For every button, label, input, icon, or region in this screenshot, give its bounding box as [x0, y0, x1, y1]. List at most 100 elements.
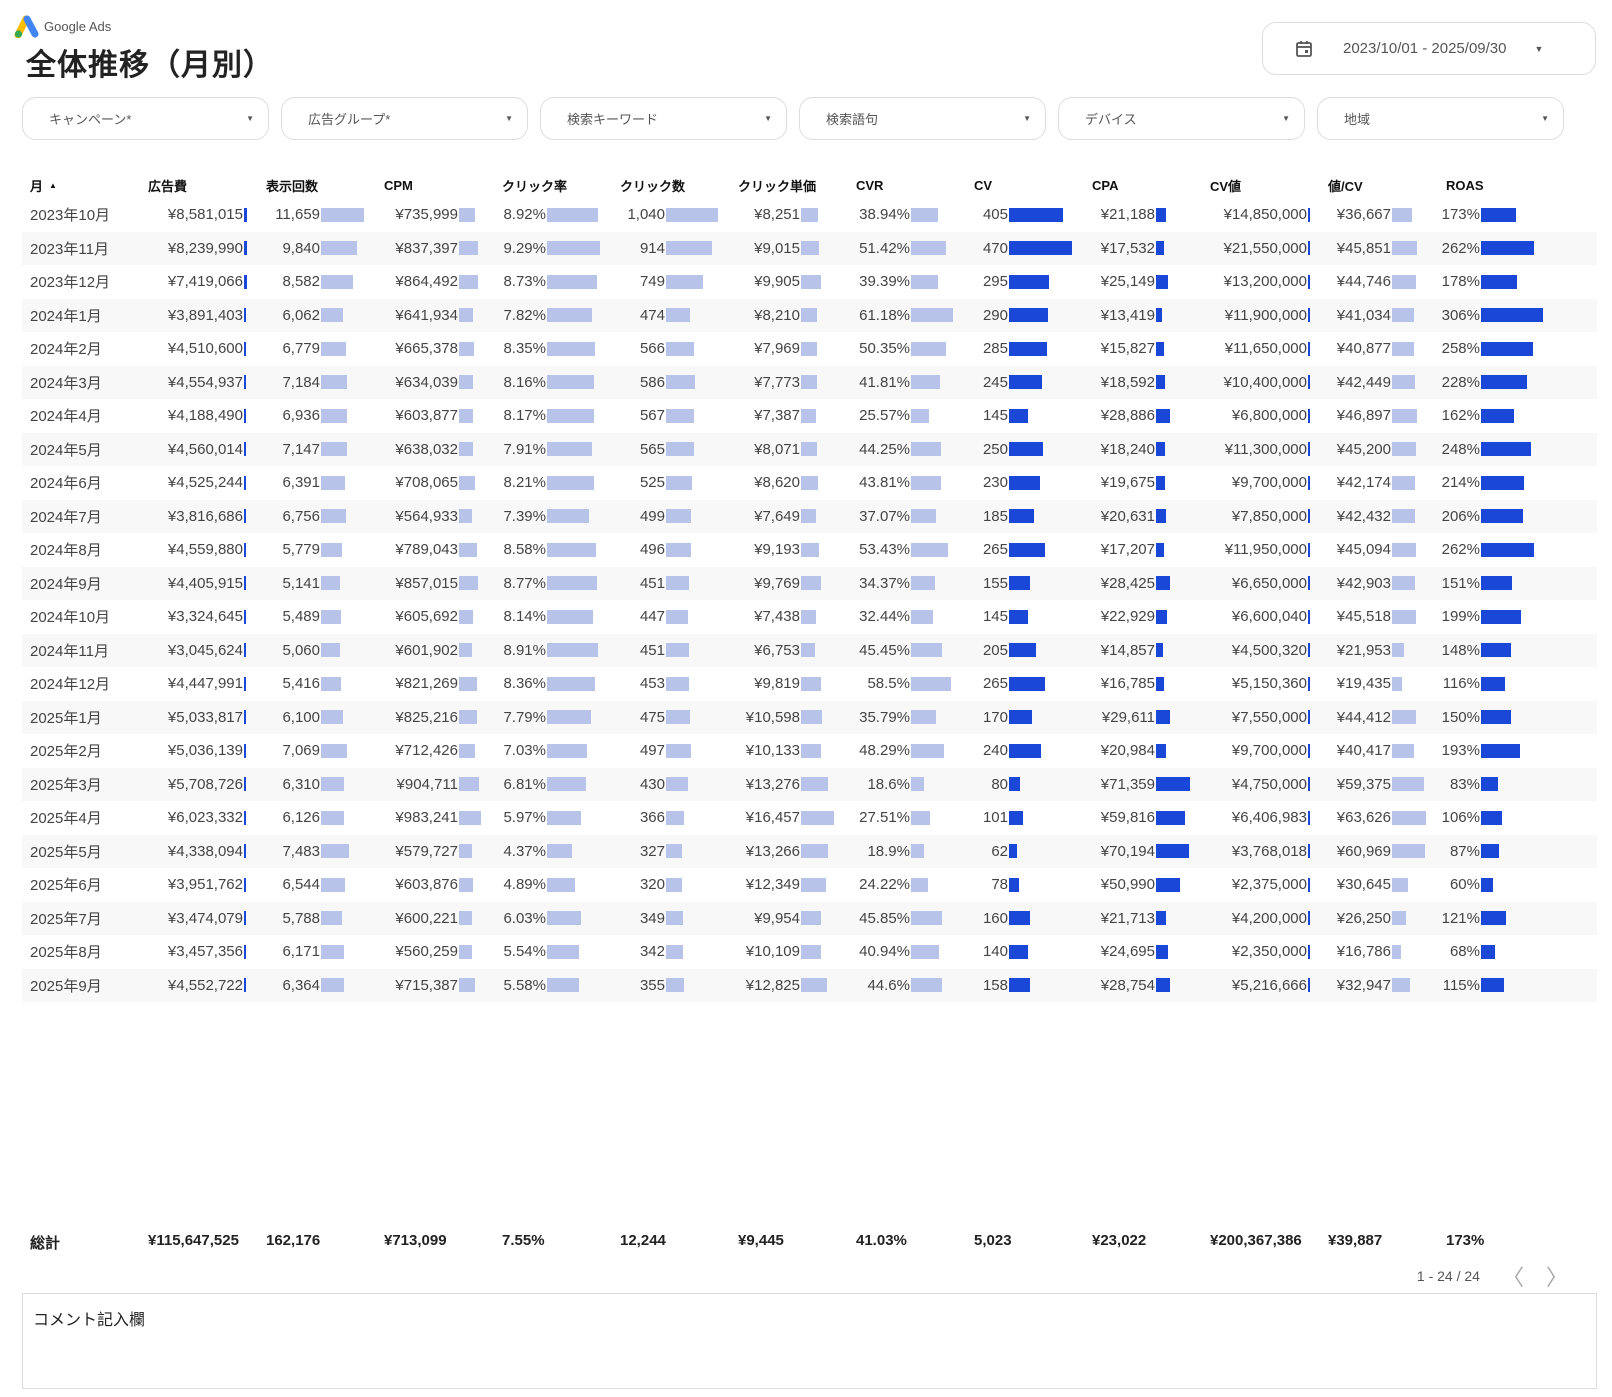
column-header[interactable]: CV値 — [1202, 172, 1320, 198]
filter-dropdown[interactable]: デバイス ▼ — [1058, 97, 1305, 140]
table-row[interactable]: 2024年10月 ¥3,324,645 5,489 ¥605,692 8.14% 447 ¥… — [22, 600, 1597, 634]
table-row[interactable]: 2024年9月 ¥4,405,915 5,141 ¥857,015 8.77% 451 ¥9… — [22, 566, 1597, 600]
value-bar — [321, 710, 344, 725]
value-cell: ¥20,984 — [1100, 742, 1155, 760]
prev-page-button[interactable]: 〈 — [1501, 1265, 1524, 1290]
value-cell: ¥7,649 — [754, 507, 800, 525]
value-cell: 5,788 — [282, 909, 320, 927]
column-header[interactable]: 月 ▲ — [22, 172, 140, 198]
value-bar — [1481, 944, 1495, 959]
value-bar — [1156, 609, 1167, 624]
column-header[interactable]: 広告費 — [140, 172, 258, 198]
table-row[interactable]: 2024年11月 ¥3,045,624 5,060 ¥601,902 8.91% 451 ¥… — [22, 633, 1597, 667]
value-bar — [1009, 877, 1020, 892]
value-bar — [911, 475, 942, 490]
month-cell: 2024年10月 — [30, 609, 111, 627]
value-cell: 566 — [639, 340, 665, 358]
value-bar — [911, 207, 938, 222]
total-cell: ¥200,367,386 — [1210, 1232, 1302, 1249]
column-header-label: 月 — [30, 178, 44, 194]
value-bar — [1308, 676, 1310, 691]
table-row[interactable]: 2024年8月 ¥4,559,880 5,779 ¥789,043 8.58% 496 ¥9… — [22, 533, 1597, 567]
table-row[interactable]: 2024年2月 ¥4,510,600 6,779 ¥665,378 8.35% 566 ¥7… — [22, 332, 1597, 366]
table-row[interactable]: 2025年1月 ¥5,033,817 6,100 ¥825,216 7.79% 475 ¥1… — [22, 700, 1597, 734]
month-cell: 2024年7月 — [30, 508, 102, 526]
table-row[interactable]: 2024年1月 ¥3,891,403 6,062 ¥641,934 7.82% 474 ¥8… — [22, 298, 1597, 332]
value-cell: ¥17,207 — [1100, 541, 1155, 559]
table-row[interactable]: 2024年4月 ¥4,188,490 6,936 ¥603,877 8.17% 567 ¥7… — [22, 399, 1597, 433]
table-row[interactable]: 2023年12月 ¥7,419,066 8,582 ¥864,492 8.73% 749 ¥… — [22, 265, 1597, 299]
table-row[interactable]: 2025年7月 ¥3,474,079 5,788 ¥600,221 6.03% 349 ¥9… — [22, 901, 1597, 935]
table-row[interactable]: 2025年8月 ¥3,457,356 6,171 ¥560,259 5.54% 342 ¥1… — [22, 935, 1597, 969]
column-header[interactable]: CPM — [376, 172, 494, 198]
value-bar — [911, 844, 924, 859]
value-bar — [911, 978, 942, 993]
value-cell: 9.29% — [503, 239, 546, 257]
column-header[interactable]: CPA — [1084, 172, 1202, 198]
value-cell: 8.73% — [503, 273, 546, 291]
column-header[interactable]: 値/CV — [1320, 172, 1438, 198]
value-bar — [1481, 911, 1506, 926]
column-header[interactable]: CV — [966, 172, 1084, 198]
value-bar — [1009, 308, 1048, 323]
table-row[interactable]: 2025年5月 ¥4,338,094 7,483 ¥579,727 4.37% 327 ¥1… — [22, 834, 1597, 868]
value-bar — [911, 576, 935, 591]
value-bar — [1308, 408, 1310, 423]
column-header[interactable]: 表示回数 — [258, 172, 376, 198]
value-cell: ¥564,933 — [395, 507, 458, 525]
table-row[interactable]: 2024年5月 ¥4,560,014 7,147 ¥638,032 7.91% 565 ¥8… — [22, 432, 1597, 466]
table-row[interactable]: 2023年10月 ¥8,581,015 11,659 ¥735,999 8.92% 1,0… — [22, 198, 1597, 232]
column-header[interactable]: クリック数 — [612, 172, 730, 198]
value-bar — [1481, 475, 1525, 490]
filter-dropdown[interactable]: 地域 ▼ — [1317, 97, 1564, 140]
value-bar — [1481, 542, 1535, 557]
filter-dropdown[interactable]: 広告グループ* ▼ — [281, 97, 528, 140]
comment-label: コメント記入欄 — [33, 1312, 146, 1329]
dropdown-arrow-icon: ▼ — [1541, 114, 1549, 123]
column-header[interactable]: クリック率 — [494, 172, 612, 198]
filter-dropdown[interactable]: 検索キーワード ▼ — [540, 97, 787, 140]
value-cell: 34.37% — [859, 574, 910, 592]
value-cell: ¥16,785 — [1100, 675, 1155, 693]
dropdown-arrow-icon: ▼ — [1282, 114, 1290, 123]
value-cell: ¥42,449 — [1336, 373, 1391, 391]
table-row[interactable]: 2024年3月 ¥4,554,937 7,184 ¥634,039 8.16% 586 ¥7… — [22, 365, 1597, 399]
table-row[interactable]: 2024年6月 ¥4,525,244 6,391 ¥708,065 8.21% 525 ¥8… — [22, 466, 1597, 500]
value-bar — [1308, 844, 1310, 859]
column-header[interactable]: ROAS — [1438, 172, 1556, 198]
value-bar — [244, 542, 246, 557]
column-header[interactable]: CVR — [848, 172, 966, 198]
value-bar — [1308, 442, 1310, 457]
value-bar — [1009, 475, 1040, 490]
table-row[interactable]: 2023年11月 ¥8,239,990 9,840 ¥837,397 9.29% 914 ¥… — [22, 231, 1597, 265]
value-cell: ¥16,786 — [1336, 943, 1391, 961]
value-cell: ¥3,816,686 — [167, 507, 243, 525]
table-row[interactable]: 2024年7月 ¥3,816,686 6,756 ¥564,933 7.39% 499 ¥7… — [22, 499, 1597, 533]
table-row[interactable]: 2025年6月 ¥3,951,762 6,544 ¥603,876 4.89% 320 ¥1… — [22, 868, 1597, 902]
value-bar — [666, 877, 682, 892]
table-row[interactable]: 2025年4月 ¥6,023,332 6,126 ¥983,241 5.97% 366 ¥1… — [22, 801, 1597, 835]
value-cell: ¥600,221 — [395, 909, 458, 927]
table-row[interactable]: 2025年9月 ¥4,552,722 6,364 ¥715,387 5.58% 355 ¥1… — [22, 968, 1597, 1002]
value-cell: ¥6,600,040 — [1231, 608, 1307, 626]
next-page-button[interactable]: 〉 — [1545, 1265, 1568, 1290]
value-bar — [1009, 743, 1042, 758]
value-bar — [1009, 241, 1072, 256]
table-row[interactable]: 2024年12月 ¥4,447,991 5,416 ¥821,269 8.36% 453 ¥… — [22, 667, 1597, 701]
table-row[interactable]: 2025年2月 ¥5,036,139 7,069 ¥712,426 7.03% 497 ¥1… — [22, 734, 1597, 768]
column-header[interactable]: クリック単価 — [730, 172, 848, 198]
value-cell: 5.58% — [503, 976, 546, 994]
comment-box[interactable]: コメント記入欄 — [22, 1293, 1597, 1389]
value-cell: 158 — [982, 976, 1008, 994]
value-cell: 248% — [1441, 440, 1480, 458]
filter-dropdown[interactable]: 検索語句 ▼ — [799, 97, 1046, 140]
date-range-picker[interactable]: 2023/10/01 - 2025/09/30 ▼ — [1262, 22, 1596, 75]
value-cell: 327 — [639, 842, 665, 860]
table-row[interactable]: 2025年3月 ¥5,708,726 6,310 ¥904,711 6.81% 430 ¥1… — [22, 767, 1597, 801]
value-bar — [321, 274, 353, 289]
value-bar — [1481, 308, 1543, 323]
value-cell: ¥4,560,014 — [167, 440, 243, 458]
filter-dropdown[interactable]: キャンペーン* ▼ — [22, 97, 269, 140]
value-bar — [321, 643, 340, 658]
value-cell: ¥10,598 — [745, 708, 800, 726]
